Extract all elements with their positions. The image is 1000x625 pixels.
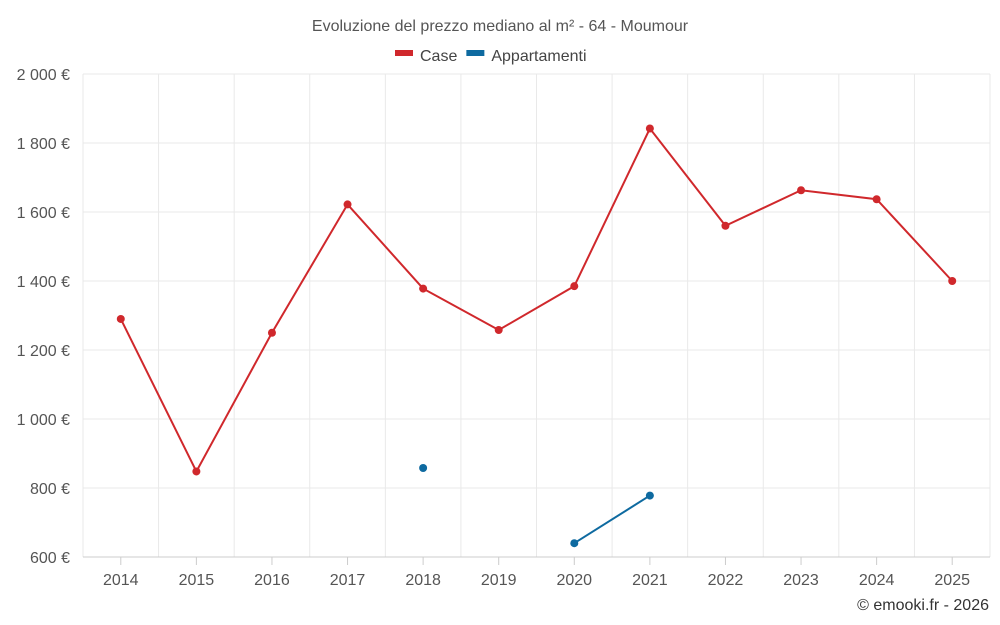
legend-swatch [466, 50, 485, 56]
x-tick-label: 2023 [783, 572, 819, 589]
y-tick-label: 1 400 € [17, 274, 70, 291]
x-tick-label: 2015 [179, 572, 215, 589]
legend: Case Appartamenti [395, 48, 587, 65]
data-point[interactable] [797, 186, 806, 195]
series-case [116, 124, 957, 476]
data-point[interactable] [267, 328, 276, 337]
series-appartamenti [419, 463, 654, 548]
data-point[interactable] [494, 325, 503, 334]
x-tick-label: 2018 [405, 572, 441, 589]
grid [82, 73, 991, 557]
x-tick-label: 2017 [330, 572, 366, 589]
y-tick-label: 1 600 € [17, 205, 70, 222]
legend-item-appartamenti[interactable]: Appartamenti [466, 48, 587, 65]
x-tick-label: 2021 [632, 572, 668, 589]
axes: 600 € 800 € 1 000 € 1 200 € 1 400 € 1 600 € 1 … [17, 67, 990, 589]
data-point[interactable] [116, 314, 125, 323]
credit-text: © emooki.fr - 2026 [857, 597, 989, 614]
x-tick-label: 2022 [708, 572, 744, 589]
y-tick-label: 600 € [30, 550, 70, 567]
data-point[interactable] [721, 221, 730, 230]
data-point[interactable] [645, 491, 654, 500]
x-tick-label: 2020 [556, 572, 592, 589]
x-tick-label: 2014 [103, 572, 139, 589]
chart-title: Evoluzione del prezzo mediano al m² - 64… [312, 18, 689, 35]
series-line [119, 126, 953, 474]
data-point[interactable] [872, 195, 881, 204]
data-point[interactable] [192, 467, 201, 476]
y-tick-label: 1 800 € [17, 136, 70, 153]
data-point[interactable] [948, 277, 957, 285]
legend-item-case[interactable]: Case [395, 48, 457, 65]
data-point[interactable] [343, 200, 352, 209]
data-point[interactable] [419, 284, 428, 293]
y-tick-label: 800 € [30, 481, 70, 498]
legend-swatch [395, 50, 413, 56]
series-line [573, 494, 651, 545]
y-tick-label: 2 000 € [17, 67, 70, 84]
data-point[interactable] [645, 124, 654, 133]
x-tick-label: 2016 [254, 572, 290, 589]
y-tick-label: 1 000 € [17, 412, 70, 429]
x-tick-label: 2024 [859, 572, 895, 589]
data-point[interactable] [419, 463, 428, 472]
legend-label: Case [420, 48, 457, 65]
x-tick-label: 2019 [481, 572, 517, 589]
x-tick-label: 2025 [934, 572, 970, 589]
series-layer [116, 124, 957, 548]
data-point[interactable] [570, 282, 579, 291]
legend-label: Appartamenti [491, 48, 586, 65]
y-tick-label: 1 200 € [17, 343, 70, 360]
data-point[interactable] [570, 539, 579, 548]
